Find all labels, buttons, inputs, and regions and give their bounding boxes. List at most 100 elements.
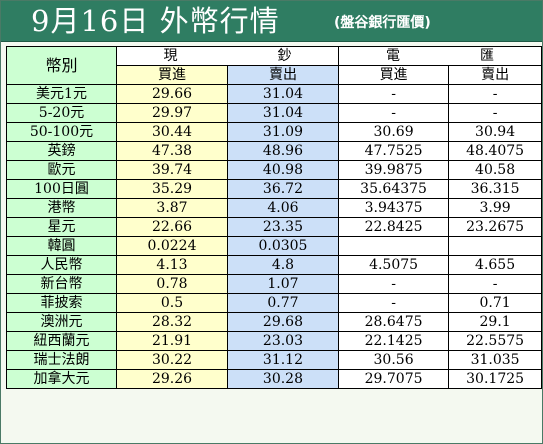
page-subtitle: (盤谷銀行匯價) [334, 15, 431, 31]
wire-sell-cell: 48.4075 [448, 141, 542, 161]
header-wire-char-2: 匯 [479, 48, 494, 64]
cash-sell-cell: 36.72 [226, 179, 339, 199]
table-row: 5-20元 29.97 31.04- - [5, 103, 542, 123]
cash-sell-cell: 31.12 [226, 350, 339, 370]
page-title: 9月16日 外幣行情 [31, 4, 280, 38]
wire-buy-cell [337, 236, 450, 256]
wire-sell-cell: 40.58 [448, 160, 542, 180]
header-cash-group: 現鈔 [116, 46, 339, 66]
currency-name-cell: 韓圓 [5, 236, 118, 256]
currency-name-cell: 澳洲元 [5, 312, 118, 332]
cash-buy-cell: 4.13 [116, 255, 228, 275]
currency-name-cell: 新台幣 [5, 274, 118, 294]
wire-sell-cell: - [448, 84, 542, 104]
wire-buy-cell: 30.69 [337, 122, 450, 142]
header-cash-sell: 賣出 [226, 65, 339, 85]
wire-buy-cell: 22.1425 [337, 331, 450, 351]
header-group-row: 幣別 現鈔 電匯 [5, 46, 543, 85]
cash-sell-cell: 30.28 [226, 369, 339, 389]
cash-sell-cell: 23.03 [226, 331, 339, 351]
currency-name-cell: 5-20元 [5, 103, 118, 123]
table-row: 澳洲元 28.32 29.68 28.6475 29.1 [5, 312, 542, 332]
wire-buy-cell: 29.7075 [337, 369, 450, 389]
title-bar: 9月16日 外幣行情 (盤谷銀行匯價) [1, 1, 542, 42]
rate-rows: 美元1元 29.66 31.04- -5-20元 29.97 31.04- -50-100元… [5, 84, 542, 389]
wire-sell-cell: - [448, 103, 542, 123]
wire-sell-cell: 22.5575 [448, 331, 542, 351]
cash-sell-cell: 4.06 [226, 198, 339, 218]
header-wire-char-1: 電 [385, 48, 400, 64]
header-wire-sell: 賣出 [448, 65, 542, 85]
cash-buy-cell: 29.97 [116, 103, 228, 123]
table-row: 瑞士法朗 30.22 31.12 30.56 31.035 [5, 350, 542, 370]
table-row: 港幣 3.87 4.06 3.94375 3.99 [5, 198, 542, 218]
header-sub-row: 買進 賣出 買進 賣出 [7, 65, 542, 85]
wire-buy-cell: 39.9875 [337, 160, 450, 180]
header-cash-char-1: 現 [163, 48, 178, 64]
header-cash-buy: 買進 [116, 65, 228, 85]
table-row: 英鎊 47.38 48.96 47.7525 48.4075 [5, 141, 542, 161]
table-row: 人民幣 4.13 4.8 4.5075 4.655 [5, 255, 542, 275]
currency-name-cell: 100日圓 [5, 179, 118, 199]
cash-sell-cell: 23.35 [226, 217, 339, 237]
wire-buy-cell: 3.94375 [337, 198, 450, 218]
cash-sell-cell: 40.98 [226, 160, 339, 180]
table-row: 100日圓 35.29 36.72 35.64375 36.315 [5, 179, 542, 199]
wire-sell-cell: 29.1 [448, 312, 542, 332]
cash-sell-cell: 31.09 [226, 122, 339, 142]
cash-buy-cell: 3.87 [116, 198, 228, 218]
currency-name-cell: 紐西蘭元 [5, 331, 118, 351]
wire-sell-cell: 30.94 [448, 122, 542, 142]
wire-sell-cell: 23.2675 [448, 217, 542, 237]
currency-name-cell: 星元 [5, 217, 118, 237]
wire-sell-cell [448, 236, 542, 256]
cash-sell-cell: 0.0305 [226, 236, 339, 256]
wire-buy-cell: 30.56 [337, 350, 450, 370]
currency-name-cell: 歐元 [5, 160, 118, 180]
table-row: 菲披索 0.5 0.77-0.71 [5, 293, 542, 313]
currency-name-cell: 加拿大元 [5, 369, 118, 389]
table-row: 紐西蘭元 21.91 23.03 22.1425 22.5575 [5, 331, 542, 351]
currency-name-cell: 人民幣 [5, 255, 118, 275]
header-wire-group: 電匯 [337, 46, 543, 66]
wire-buy-cell: 35.64375 [337, 179, 450, 199]
wire-buy-cell: - [337, 84, 450, 104]
cash-sell-cell: 1.07 [226, 274, 339, 294]
cash-buy-cell: 0.0224 [116, 236, 228, 256]
cash-buy-cell: 47.38 [116, 141, 228, 161]
wire-buy-cell: - [337, 293, 450, 313]
header-currency: 幣別 [5, 46, 118, 85]
cash-buy-cell: 29.66 [116, 84, 228, 104]
exchange-rate-table: 幣別 現鈔 電匯 買進 賣出 買進 賣出 美元1元 29.66 31.04- -5-2… [5, 46, 543, 389]
table-row: 星元 22.66 23.35 22.8425 23.2675 [5, 217, 542, 237]
table-row: 50-100元 30.44 31.09 30.69 30.94 [5, 122, 542, 142]
cash-sell-cell: 48.96 [226, 141, 339, 161]
cash-buy-cell: 35.29 [116, 179, 228, 199]
wire-buy-cell: 22.8425 [337, 217, 450, 237]
table-row: 美元1元 29.66 31.04- - [5, 84, 542, 104]
wire-sell-cell: 31.035 [448, 350, 542, 370]
currency-name-cell: 英鎊 [5, 141, 118, 161]
cash-sell-cell: 29.68 [226, 312, 339, 332]
cash-buy-cell: 28.32 [116, 312, 228, 332]
wire-sell-cell: 4.655 [448, 255, 542, 275]
cash-buy-cell: 22.66 [116, 217, 228, 237]
wire-sell-cell: 0.71 [448, 293, 542, 313]
cash-buy-cell: 30.44 [116, 122, 228, 142]
header-wire-buy: 買進 [337, 65, 450, 85]
table-row: 歐元 39.74 40.98 39.9875 40.58 [5, 160, 542, 180]
wire-sell-cell: 30.1725 [448, 369, 542, 389]
cash-buy-cell: 30.22 [116, 350, 228, 370]
wire-sell-cell: 36.315 [448, 179, 542, 199]
currency-name-cell: 菲披索 [5, 293, 118, 313]
cash-buy-cell: 0.78 [116, 274, 228, 294]
cash-buy-cell: 0.5 [116, 293, 228, 313]
currency-name-cell: 瑞士法朗 [5, 350, 118, 370]
cash-sell-cell: 0.77 [226, 293, 339, 313]
currency-name-cell: 50-100元 [5, 122, 118, 142]
table-row: 韓圓 0.0224 0.0305 [5, 236, 542, 256]
table-row: 新台幣 0.78 1.07- - [5, 274, 542, 294]
cash-buy-cell: 21.91 [116, 331, 228, 351]
wire-sell-cell: 3.99 [448, 198, 542, 218]
currency-name-cell: 美元1元 [5, 84, 118, 104]
